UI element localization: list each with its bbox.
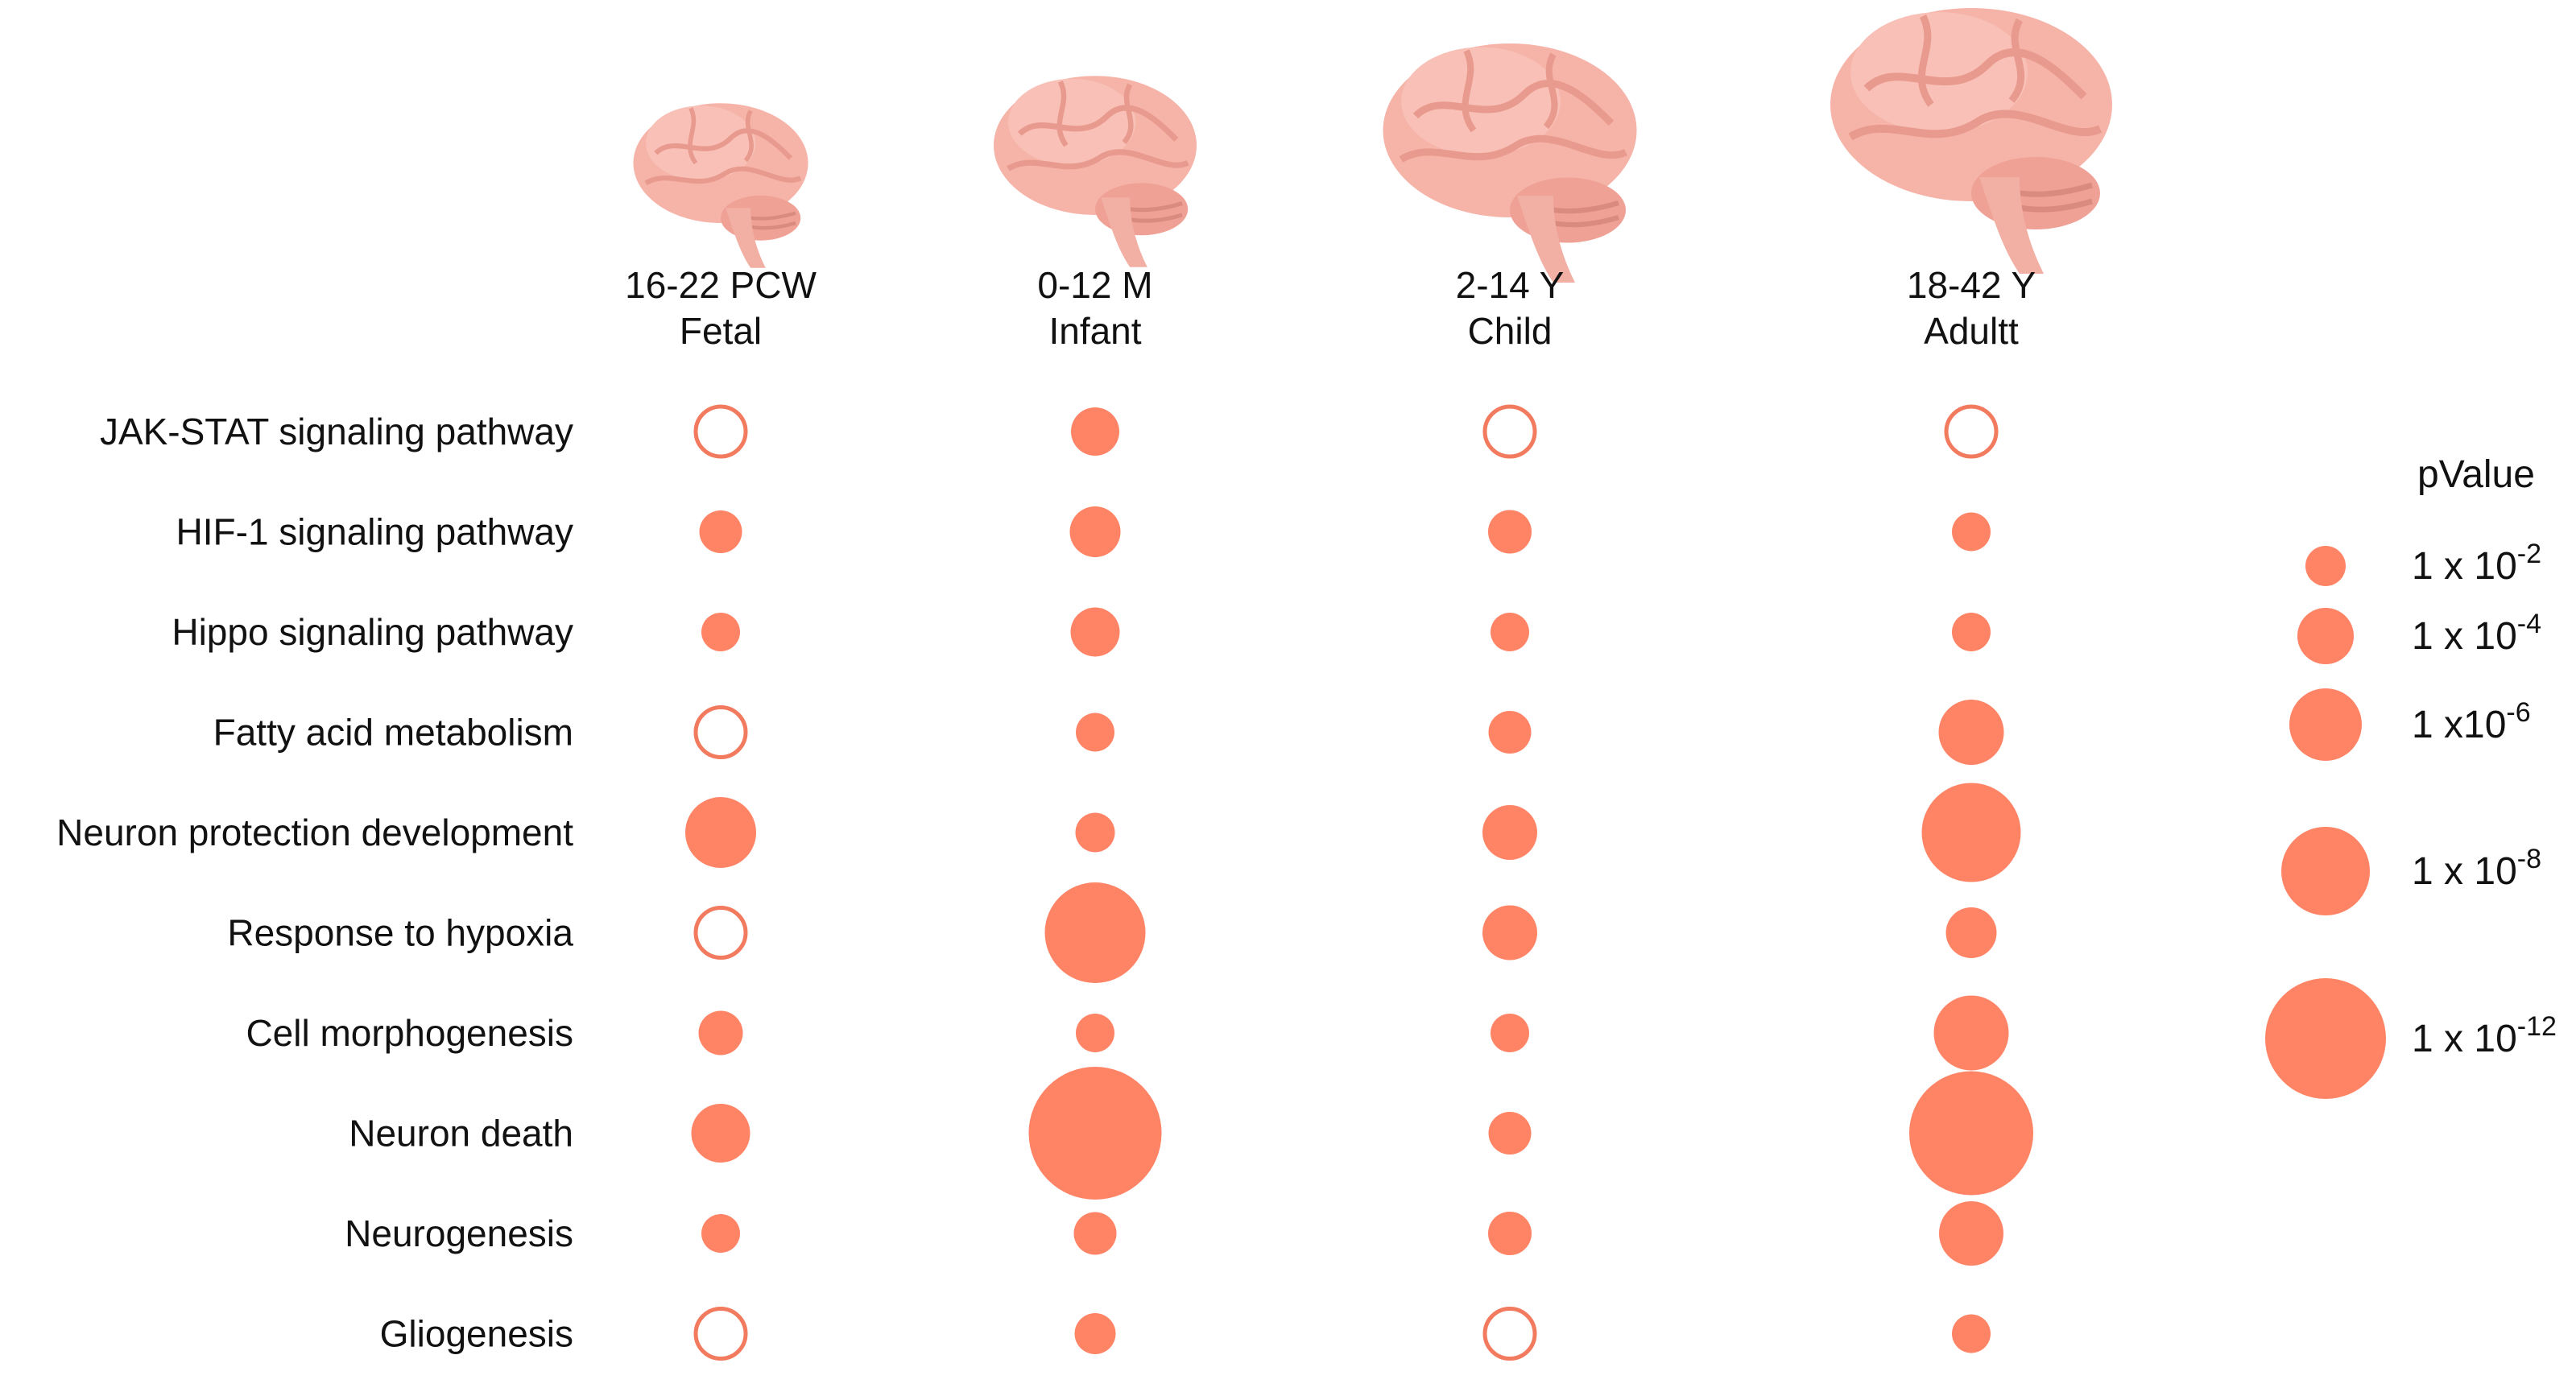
legend-label: 1 x 10-4 [2412,609,2541,658]
not-significant-circle [1482,1307,1537,1361]
pvalue-bubble [1952,1314,1991,1353]
column-label-group: Child [1468,310,1553,352]
pvalue-bubble [1939,1201,2003,1266]
row-label: Neurogenesis [345,1212,573,1254]
pvalue-bubble [1076,1014,1114,1052]
not-significant-circle [693,906,748,960]
pvalue-bubble [1071,407,1119,456]
pvalue-bubble [1921,783,2021,882]
row-label: Fatty acid metabolism [213,712,573,754]
column-label-stage: 16-22 PCW [625,264,817,306]
pvalue-bubble [1488,1212,1532,1255]
not-significant-circle [1944,404,1999,459]
pvalue-bubble [1073,1212,1117,1255]
brain-infant-icon [994,76,1197,267]
pvalue-bubble [685,797,756,868]
pvalue-bubble [1933,995,2009,1071]
not-significant-circle [693,705,748,759]
not-significant-circle [693,1307,748,1361]
pvalue-bubble [1488,510,1532,554]
row-label: HIF-1 signaling pathway [176,511,573,553]
pvalue-bubble [699,510,742,553]
row-label: Hippo signaling pathway [172,611,573,653]
row-label: Response to hypoxia [227,912,573,954]
pvalue-bubble [1491,1014,1529,1052]
row-label: JAK-STAT signaling pathway [100,411,573,452]
pvalue-bubble [691,1104,750,1163]
pvalue-bubble [1044,882,1146,983]
legend-bubble [2289,688,2362,761]
row-labels: JAK-STAT signaling pathway HIF-1 signalin… [56,411,573,1355]
pvalue-bubble [701,613,740,651]
pvalue-legend: pValue 1 x 10-2 1 x 10-4 1 x10-6 1 x 10-8 1 x… [2265,453,2557,1099]
brain-adult-icon [1830,8,2112,274]
pvalue-bubble [1938,700,2004,765]
legend-label: 1 x 10-12 [2412,1011,2557,1060]
pvalue-bubble [1070,607,1120,657]
pvalue-bubble [1076,713,1114,752]
legend-label: 1 x 10-8 [2412,844,2541,893]
pvalue-bubble [1482,805,1537,860]
bubble-marks [685,404,2033,1361]
legend-title: pValue [2417,453,2535,496]
row-label: Gliogenesis [380,1313,573,1355]
pvalue-bubble [701,1214,740,1253]
legend-bubble [2281,827,2370,915]
pvalue-bubble [1945,907,1997,958]
pvalue-bubble [1952,512,1991,551]
not-significant-circle [1482,404,1537,459]
row-label: Neuron death [349,1113,573,1155]
pvalue-bubble [1069,506,1121,557]
row-label: Cell morphogenesis [246,1012,573,1054]
pvalue-bubble [1488,1112,1532,1155]
pvalue-bubble [1491,613,1529,651]
row-label: Neuron protection development [56,812,573,853]
legend-bubble [2297,608,2354,664]
legend-bubble [2265,978,2386,1099]
pvalue-bubble [1909,1071,2033,1196]
pvalue-bubble [1952,613,1991,651]
column-label-group: Infant [1048,310,1141,352]
legend-bubble [2305,546,2346,586]
pvalue-bubble [1028,1067,1162,1200]
pvalue-bubble [698,1010,743,1055]
pvalue-bubble [1488,711,1532,754]
column-label-stage: 18-42 Y [1907,264,2036,306]
column-label-stage: 0-12 M [1037,264,1152,306]
column-label-group: Fetal [680,310,762,352]
pvalue-bubble [1075,812,1115,853]
not-significant-circle [693,404,748,459]
legend-label: 1 x10-6 [2412,697,2531,746]
pvalue-bubble [1482,905,1537,960]
brain-fetal-icon [634,103,808,268]
column-label-stage: 2-14 Y [1456,264,1565,306]
column-label-group: Adultt [1924,310,2019,352]
pvalue-bubble [1074,1313,1116,1354]
legend-label: 1 x 10-2 [2412,539,2541,588]
brain-child-icon [1383,43,1637,283]
